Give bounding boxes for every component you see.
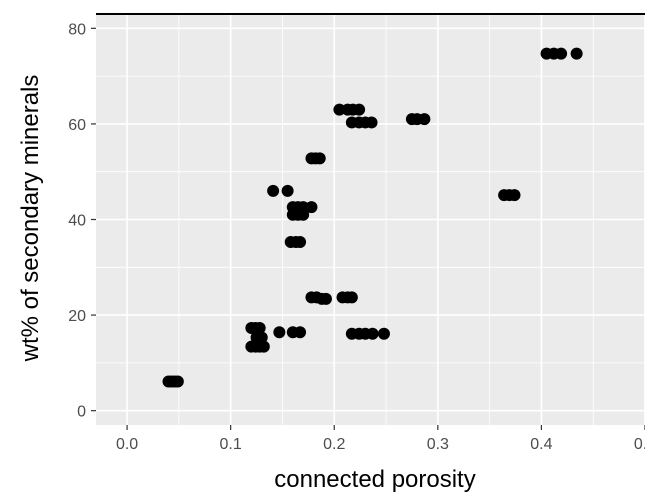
x-tick-label: 0.5 bbox=[634, 436, 645, 453]
data-point bbox=[570, 47, 583, 60]
x-tick-label: 0.1 bbox=[220, 436, 242, 453]
data-point bbox=[255, 331, 268, 344]
y-axis-title: wt% of secondary minerals bbox=[17, 75, 44, 363]
data-point bbox=[267, 184, 280, 197]
data-point bbox=[353, 103, 366, 116]
y-tick-label: 20 bbox=[68, 308, 86, 325]
y-axis-ticks: 0 20 40 60 80 bbox=[68, 21, 96, 421]
y-tick-label: 0 bbox=[77, 404, 86, 421]
data-point bbox=[297, 201, 310, 214]
data-point bbox=[319, 292, 332, 305]
data-point bbox=[257, 340, 270, 353]
data-point bbox=[313, 152, 326, 165]
x-axis-ticks: 0.0 0.1 0.2 0.3 0.4 0.5 bbox=[116, 425, 645, 453]
x-axis-title: connected porosity bbox=[274, 466, 475, 493]
data-point bbox=[365, 116, 378, 129]
data-point bbox=[366, 327, 379, 340]
y-tick-label: 60 bbox=[68, 117, 86, 134]
data-point bbox=[555, 47, 568, 60]
data-point bbox=[273, 326, 286, 339]
data-point bbox=[377, 327, 390, 340]
data-point bbox=[418, 113, 431, 126]
data-point bbox=[294, 326, 307, 339]
x-tick-label: 0.3 bbox=[427, 436, 449, 453]
data-point bbox=[333, 103, 346, 116]
data-point bbox=[253, 321, 266, 334]
data-point bbox=[281, 184, 294, 197]
data-points bbox=[162, 47, 583, 388]
data-point bbox=[508, 189, 521, 202]
data-point bbox=[305, 201, 318, 214]
x-tick-label: 0.2 bbox=[323, 436, 345, 453]
y-tick-label: 40 bbox=[68, 213, 86, 230]
data-point bbox=[294, 235, 307, 248]
data-point bbox=[171, 375, 184, 388]
data-point bbox=[345, 291, 358, 304]
grid-major-lines bbox=[96, 14, 645, 425]
x-tick-label: 0.0 bbox=[116, 436, 138, 453]
x-tick-label: 0.4 bbox=[530, 436, 552, 453]
y-tick-label: 80 bbox=[68, 21, 86, 38]
